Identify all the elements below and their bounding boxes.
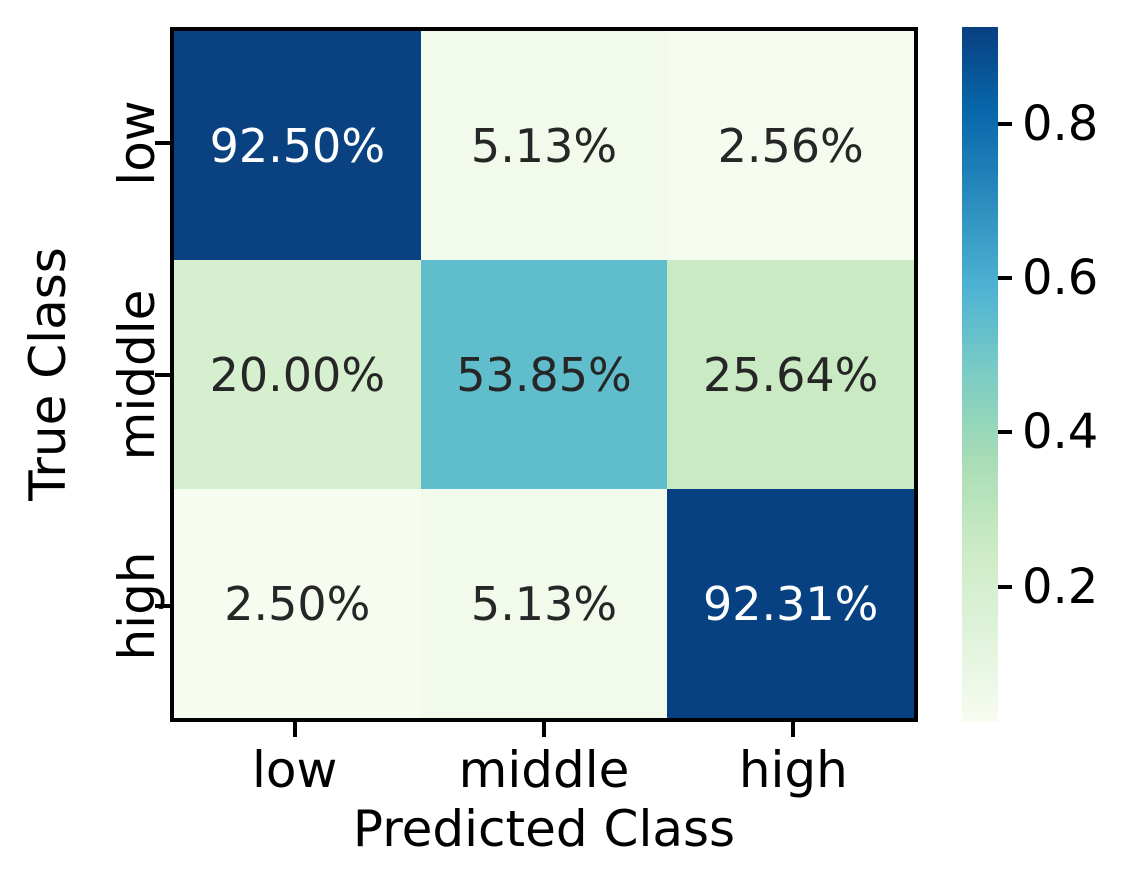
colorbar-ticklabel-0.6: 0.6 [1022,249,1099,306]
colorbar-ticklabel-0.8: 0.8 [1022,95,1099,152]
x-axis-tick-high [791,722,796,737]
y-axis-tick-low [155,140,170,145]
x-axis-ticklabel-high: high [738,741,848,799]
heatmap-cell-middle-high: 25.64% [667,260,914,489]
x-axis-ticklabel-low: low [251,741,338,799]
colorbar-tick-0.6 [998,275,1012,280]
heatmap-cell-high-low: 2.50% [174,489,421,718]
colorbar-tick-0.4 [998,430,1012,435]
y-axis-title: True Class [19,247,77,501]
x-axis-ticklabel-middle: middle [458,741,630,799]
colorbar-tick-0.8 [998,121,1012,126]
heatmap-cell-high-middle: 5.13% [420,489,668,718]
y-axis-tick-middle [155,372,170,377]
heatmap-cell-low-low: 92.50% [174,31,421,260]
y-axis-ticklabel-middle: middle [108,289,166,460]
y-axis-ticklabel-low: low [108,100,166,186]
heatmap-cell-middle-low: 20.00% [174,260,421,489]
colorbar-ticklabel-0.4: 0.4 [1022,404,1099,461]
heatmap-plot-area: 92.50% 5.13% 2.56% 20.00% 53.85% 25.64% 2.50% 5… [170,27,918,722]
colorbar-ticklabel-0.2: 0.2 [1022,558,1099,615]
x-axis-title: Predicted Class [352,800,736,858]
x-axis-tick-middle [542,722,546,737]
heatmap-cell-low-middle: 5.13% [420,31,668,260]
y-axis-tick-high [155,604,170,609]
heatmap-cell-low-high: 2.56% [667,31,914,260]
y-axis-ticklabel-high: high [108,551,166,661]
colorbar [962,27,998,722]
colorbar-tick-0.2 [998,584,1012,589]
heatmap-cell-high-high: 92.31% [667,489,914,718]
x-axis-tick-low [292,722,297,737]
heatmap-cell-middle-middle: 53.85% [420,260,668,489]
